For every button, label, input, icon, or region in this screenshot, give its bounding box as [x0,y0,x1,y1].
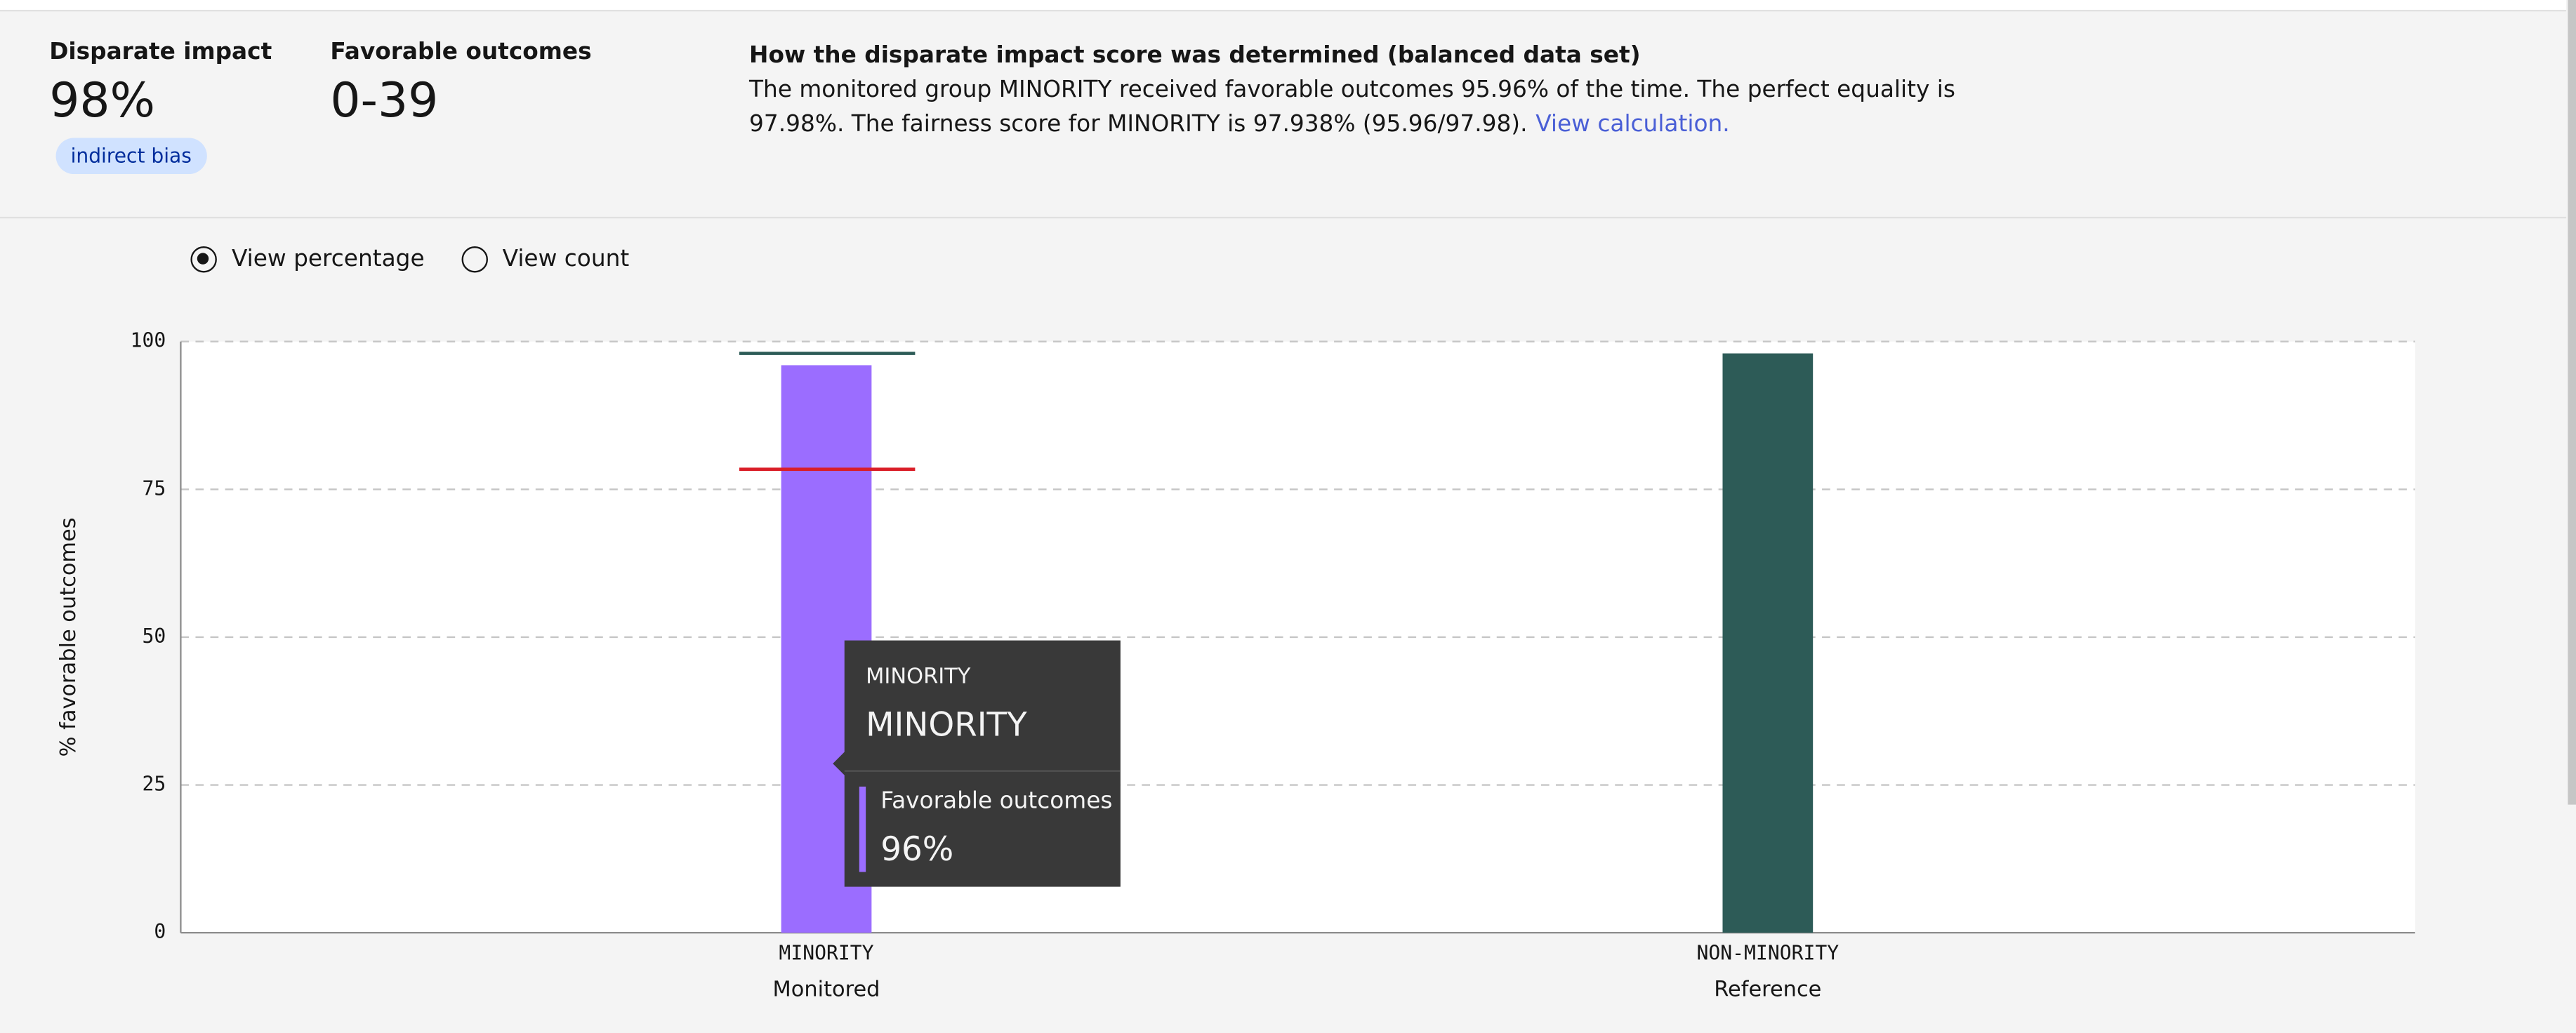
metric-card: Favorable outcomes 0-39 [330,39,591,128]
tooltip-value: 96% [880,829,954,869]
radio-label: View percentage [231,246,425,273]
y-tick-label: 100 [131,329,166,352]
x-tick-label: MINORITY [779,942,873,965]
metric-value: 0-39 [330,72,439,128]
tooltip: MINORITY MINORITY Favorable outcomes 96% [844,640,1121,887]
tooltip-group: MINORITY [866,665,971,690]
top-bar [0,0,2567,12]
x-group-label: Reference [1714,978,1821,1002]
y-tick-label: 0 [154,920,166,943]
metric-label: Disparate impact [49,39,272,66]
summary-header: Disparate impact 98% indirect bias Favor… [0,11,2567,219]
radio-percentage[interactable]: View percentage [190,246,425,273]
explanation: How the disparate impact score was deter… [749,39,1965,142]
tooltip-divider [844,770,1121,772]
x-group-label: Monitored [773,978,880,1002]
bar [1722,353,1814,933]
view-toggle: View percentage View count [190,246,659,279]
tooltip-series: Favorable outcomes [880,788,1113,815]
explanation-title: How the disparate impact score was deter… [749,42,1641,69]
y-axis-title: % favorable outcomes [56,517,81,757]
tooltip-title: MINORITY [866,704,1027,745]
y-tick-label: 75 [143,476,166,500]
tooltip-swatch [859,786,866,872]
explanation-text: The monitored group MINORITY received fa… [749,76,1955,138]
calculation-link[interactable]: View calculation. [1535,112,1730,138]
radio-dot[interactable] [461,246,488,273]
radio-label: View count [502,246,630,273]
scrollbar[interactable] [2568,0,2576,805]
y-tick-label: 25 [143,773,166,796]
metric-label: Favorable outcomes [330,39,592,66]
y-tick-label: 50 [143,625,166,648]
metric-card: Disparate impact 98% indirect bias [49,39,272,175]
x-tick-label: NON-MINORITY [1696,942,1839,965]
bias-tag: indirect bias [55,138,206,175]
metric-value: 98% [49,72,156,128]
radio-dot[interactable] [190,246,217,273]
radio-count[interactable]: View count [461,246,630,273]
